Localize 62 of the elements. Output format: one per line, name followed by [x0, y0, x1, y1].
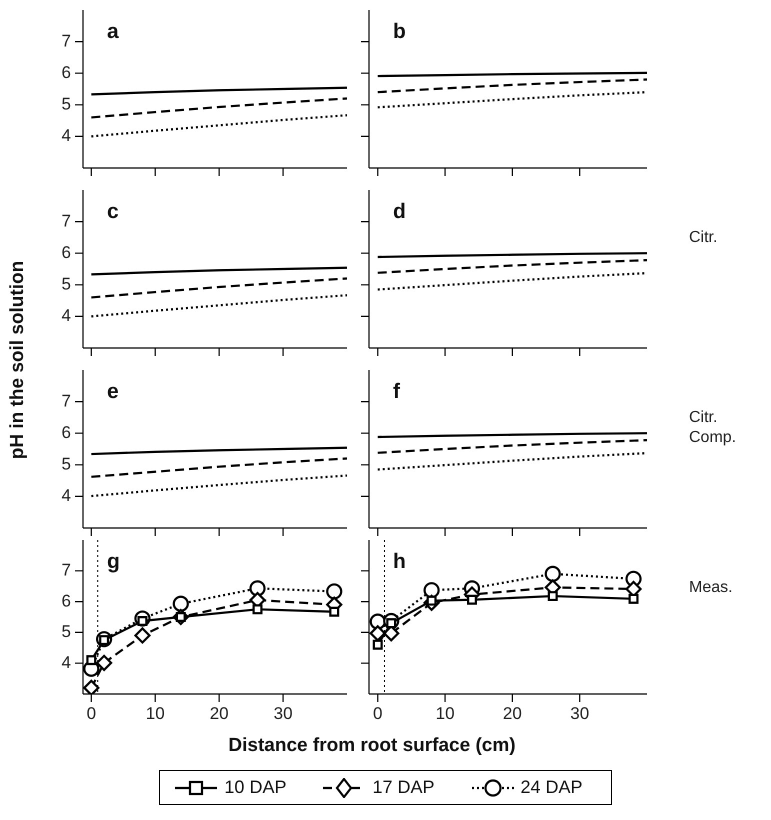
point	[249, 580, 266, 596]
line-series	[90, 114, 347, 138]
line-series	[90, 457, 347, 478]
point	[83, 680, 100, 694]
x-tick-label: 20	[210, 704, 229, 724]
point	[424, 582, 440, 598]
x-tick-label: 30	[570, 704, 590, 724]
text: Citr.	[689, 228, 718, 248]
x-tick-label: 30	[274, 704, 293, 724]
text: b	[393, 20, 406, 43]
point	[548, 591, 558, 602]
y-tick-label: 4	[62, 306, 71, 326]
x-tick-label: 0	[373, 704, 382, 724]
point	[326, 583, 342, 600]
y-tick-label: 5	[62, 622, 71, 642]
text: Meas.	[689, 578, 733, 598]
point	[467, 594, 477, 605]
legend-label: 10 DAP	[224, 777, 286, 798]
point	[628, 594, 639, 604]
x-tick-label: 0	[86, 704, 96, 724]
legend-label: 24 DAP	[520, 777, 583, 798]
text: Citr.	[689, 408, 718, 428]
y-tick-label: 6	[62, 422, 71, 442]
y-tick-label: 5	[62, 274, 71, 294]
y-tick-label: 4	[62, 652, 71, 672]
y-tick-label: 7	[62, 31, 71, 50]
line-series	[90, 294, 347, 318]
point	[252, 604, 262, 614]
y-tick-label: 5	[62, 94, 71, 114]
y-tick-label: 5	[62, 454, 71, 474]
line-series	[90, 474, 347, 498]
line-series	[90, 97, 347, 119]
text: Comp.	[689, 428, 736, 448]
legend-label: 17 DAP	[372, 777, 435, 798]
y-tick-label: 7	[62, 391, 71, 410]
text: d	[393, 200, 406, 223]
text: e	[107, 380, 119, 403]
text: f	[393, 380, 401, 403]
x-axis-title: Distance from root surface (cm)	[227, 735, 517, 757]
y-tick-label: 7	[62, 560, 71, 580]
y-tick-label: 4	[62, 486, 71, 506]
y-axis-title: pH in the soil solution	[7, 260, 29, 460]
point	[544, 566, 561, 582]
y-tick-label: 6	[62, 62, 71, 82]
point	[372, 640, 383, 650]
text: g	[107, 550, 120, 573]
point	[172, 596, 189, 612]
point	[134, 627, 151, 644]
text: h	[393, 550, 406, 573]
y-tick-label: 7	[62, 211, 71, 230]
y-tick-label: 6	[62, 591, 71, 610]
y-tick-label: 4	[62, 126, 71, 146]
x-tick-label: 10	[146, 704, 165, 724]
point	[86, 655, 96, 666]
text: c	[107, 200, 119, 223]
text: a	[107, 20, 119, 43]
line-series	[90, 277, 347, 299]
point	[96, 654, 112, 671]
x-tick-label: 10	[436, 704, 455, 724]
point	[329, 606, 340, 617]
y-tick-label: 6	[62, 242, 71, 262]
x-tick-label: 20	[502, 704, 522, 724]
